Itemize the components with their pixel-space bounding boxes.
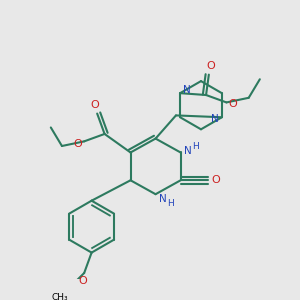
Text: H: H: [192, 142, 199, 152]
Text: O: O: [229, 99, 237, 109]
Text: O: O: [90, 100, 99, 110]
Text: O: O: [73, 139, 82, 149]
Text: N: N: [183, 85, 190, 95]
Text: N: N: [212, 114, 219, 124]
Text: H: H: [167, 199, 174, 208]
Text: O: O: [212, 175, 220, 185]
Text: N: N: [159, 194, 167, 204]
Text: O: O: [78, 276, 87, 286]
Text: CH₃: CH₃: [52, 292, 68, 300]
Text: N: N: [184, 146, 192, 156]
Text: O: O: [206, 61, 215, 71]
